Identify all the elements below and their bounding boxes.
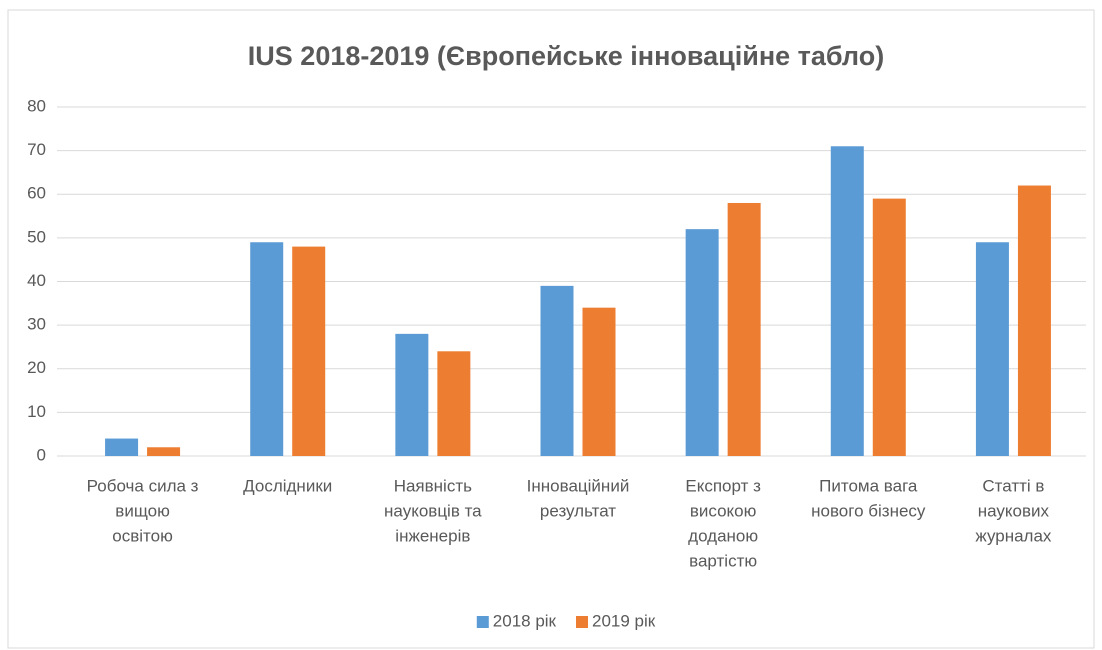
x-tick-label: Інноваційний bbox=[527, 476, 630, 495]
y-tick-label: 40 bbox=[27, 271, 46, 290]
y-tick-label: 80 bbox=[27, 96, 46, 115]
x-tick-label: освітою bbox=[112, 526, 173, 545]
x-tick-label: інженерів bbox=[395, 526, 470, 545]
x-tick-label: високою bbox=[690, 501, 757, 520]
x-tick-label: журналах bbox=[975, 526, 1052, 545]
chart-title: IUS 2018-2019 (Європейське інноваційне т… bbox=[248, 41, 884, 71]
bar bbox=[830, 146, 864, 456]
x-tick-label: Наявність bbox=[394, 476, 472, 495]
bar bbox=[975, 242, 1009, 456]
y-tick-label: 30 bbox=[27, 315, 46, 334]
x-tick-label: наукових bbox=[978, 501, 1050, 520]
legend-label: 2018 рік bbox=[493, 611, 557, 630]
x-tick-label: Дослідники bbox=[243, 476, 332, 495]
x-tick-label: доданою bbox=[688, 526, 758, 545]
y-tick-label: 50 bbox=[27, 227, 46, 246]
x-tick-label: результат bbox=[540, 501, 616, 520]
y-tick-label: 0 bbox=[37, 445, 46, 464]
bar bbox=[395, 333, 429, 456]
y-tick-label: 60 bbox=[27, 184, 46, 203]
x-tick-label: Робоча сила з bbox=[87, 476, 199, 495]
bar bbox=[540, 285, 574, 456]
bar bbox=[582, 307, 616, 456]
bar bbox=[872, 198, 906, 457]
bar bbox=[685, 229, 719, 456]
bar bbox=[1017, 185, 1051, 456]
bar bbox=[105, 438, 139, 456]
x-tick-label: Питома вага bbox=[819, 476, 918, 495]
bar bbox=[147, 447, 181, 456]
x-tick-label: вищою bbox=[115, 501, 170, 520]
bar bbox=[727, 202, 761, 456]
x-tick-label: нового бізнесу bbox=[811, 501, 926, 520]
bar bbox=[437, 351, 471, 456]
bar bbox=[250, 242, 284, 456]
y-tick-label: 70 bbox=[27, 140, 46, 159]
legend-swatch bbox=[576, 616, 588, 628]
legend-label: 2019 рік bbox=[592, 611, 656, 630]
x-tick-label: вартістю bbox=[689, 551, 757, 570]
y-tick-label: 10 bbox=[27, 402, 46, 421]
legend-swatch bbox=[476, 616, 489, 628]
y-tick-label: 20 bbox=[27, 358, 46, 377]
x-tick-label: Експорт з bbox=[685, 476, 761, 495]
x-tick-label: науковців та bbox=[384, 501, 482, 520]
x-tick-label: Статті в bbox=[982, 476, 1044, 495]
bar bbox=[292, 246, 326, 456]
